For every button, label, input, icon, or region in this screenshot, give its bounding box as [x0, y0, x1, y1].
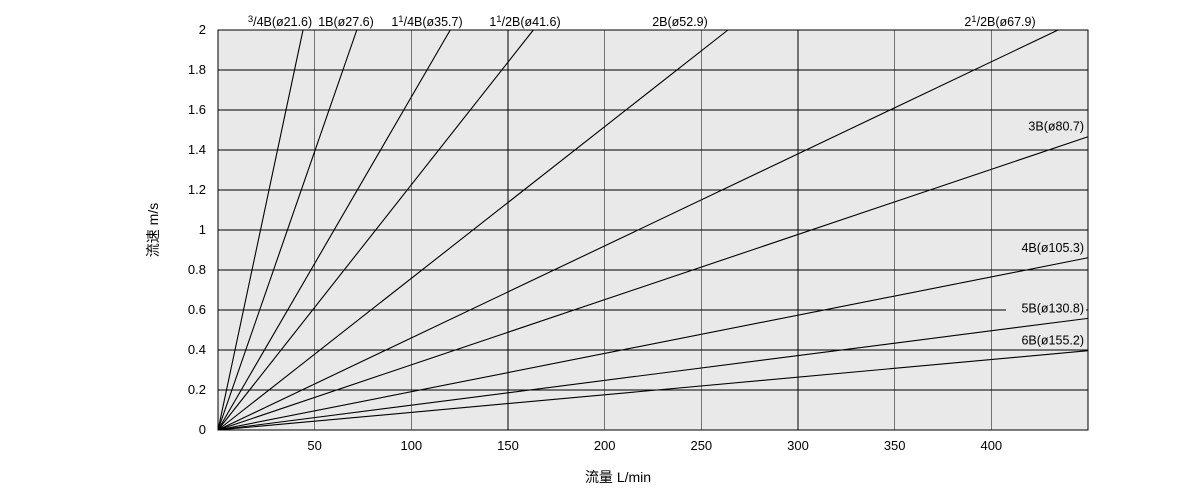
y-tick-label: 1.6 [188, 102, 206, 117]
x-axis-title: 流量 L/min [585, 469, 651, 485]
series-label: 4B(ø105.3) [1021, 241, 1084, 255]
series-label: 21/2B(ø67.9) [964, 14, 1035, 29]
y-tick-label: 0.2 [188, 382, 206, 397]
series-label: 5B(ø130.8) [1021, 301, 1084, 315]
series-label: 2B(ø52.9) [652, 15, 708, 29]
series-label: 6B(ø155.2) [1021, 334, 1084, 348]
y-tick-label: 0.4 [188, 342, 206, 357]
y-tick-label: 1.4 [188, 142, 206, 157]
y-tick-label: 1.2 [188, 182, 206, 197]
y-tick-label: 0 [199, 422, 206, 437]
x-tick-label: 400 [980, 438, 1002, 453]
y-tick-label: 1 [199, 222, 206, 237]
y-tick-label: 1.8 [188, 62, 206, 77]
y-tick-label: 0.6 [188, 302, 206, 317]
y-tick-label: 0.8 [188, 262, 206, 277]
y-axis-title: 流速 m/s [145, 203, 161, 257]
x-tick-label: 100 [400, 438, 422, 453]
x-tick-label: 50 [307, 438, 321, 453]
series-label: 11/2B(ø41.6) [489, 14, 560, 29]
x-tick-label: 350 [884, 438, 906, 453]
series-label: 3/4B(ø21.6) [248, 14, 312, 29]
series-label: 1B(ø27.6) [318, 15, 374, 29]
series-label: 3B(ø80.7) [1028, 120, 1084, 134]
x-tick-label: 200 [594, 438, 616, 453]
x-tick-label: 300 [787, 438, 809, 453]
x-tick-label: 250 [690, 438, 712, 453]
series-label: 11/4B(ø35.7) [391, 14, 462, 29]
y-tick-label: 2 [199, 22, 206, 37]
flow-velocity-chart: 50 100 150 200 250 300 350 400 0 0.2 0.4 0.6 0.8 1 1.2… [0, 0, 1198, 500]
x-tick-label: 150 [497, 438, 519, 453]
chart-svg: 50 100 150 200 250 300 350 400 0 0.2 0.4 0.6 0.8 1 1.2… [0, 0, 1198, 500]
